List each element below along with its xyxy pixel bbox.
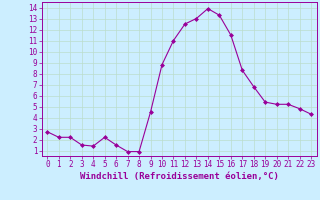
X-axis label: Windchill (Refroidissement éolien,°C): Windchill (Refroidissement éolien,°C): [80, 172, 279, 181]
